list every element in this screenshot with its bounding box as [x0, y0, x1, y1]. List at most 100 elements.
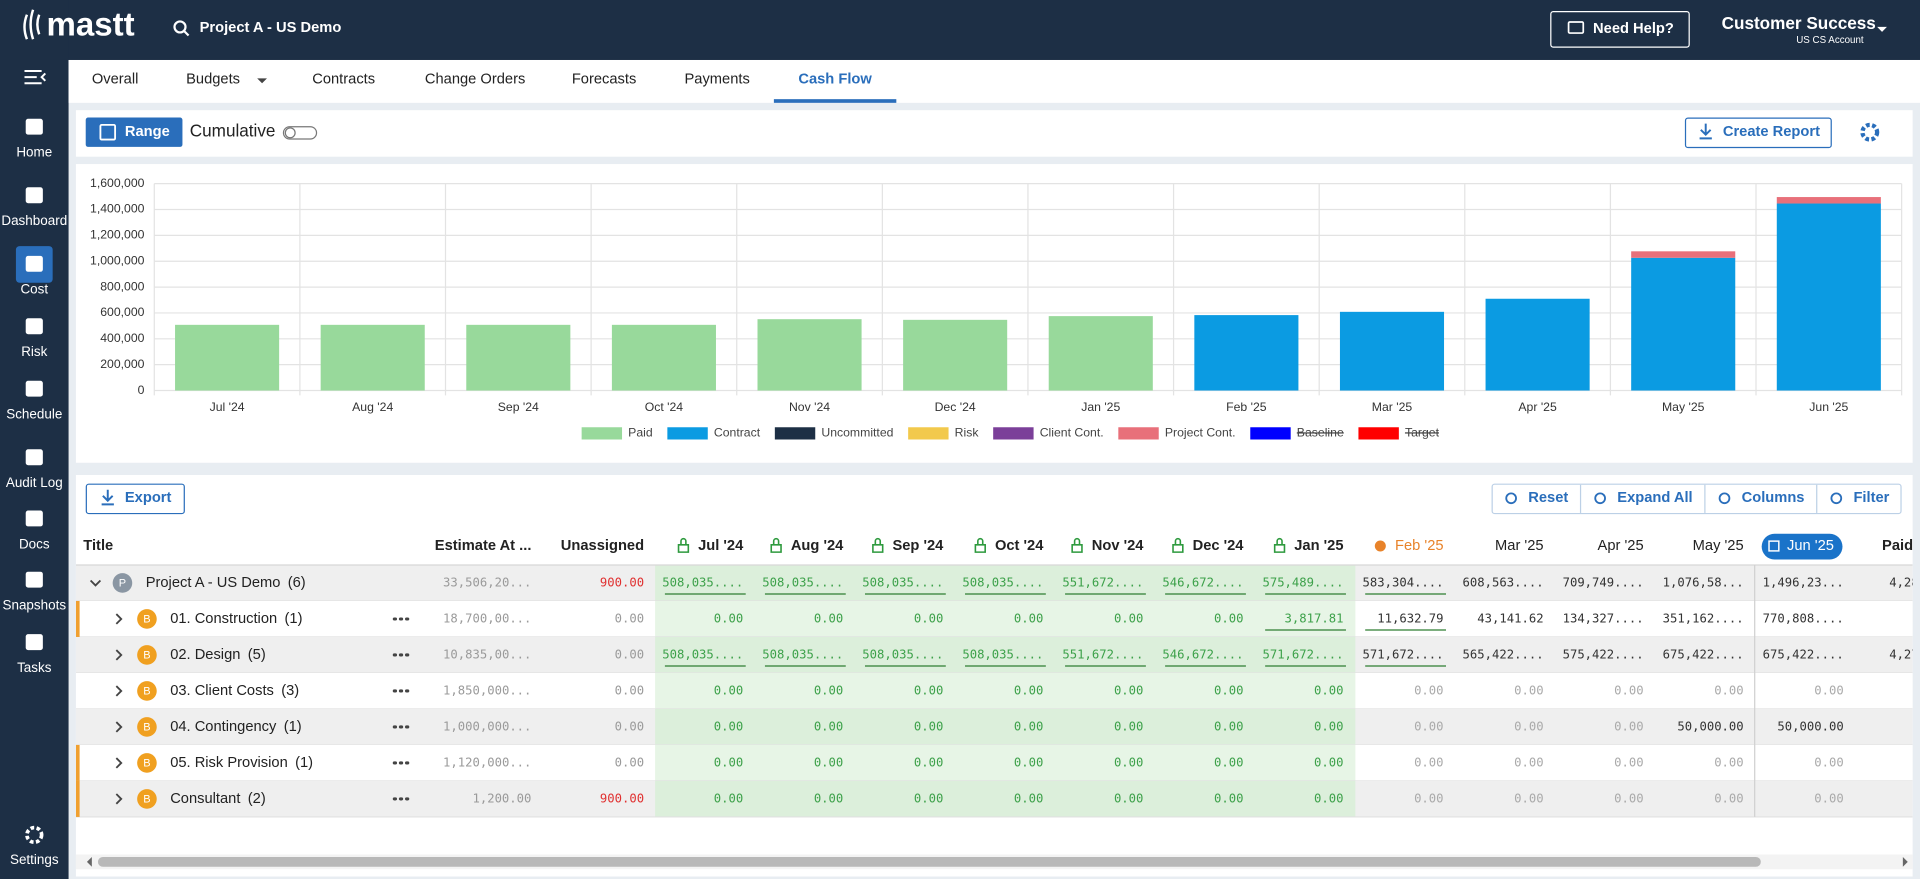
legend-swatch[interactable]	[993, 427, 1034, 440]
cumulative-label: Cumulative	[190, 121, 276, 141]
chart-settings[interactable]	[1860, 122, 1880, 142]
row-title[interactable]: 04. Contingency	[170, 719, 277, 735]
nav-label[interactable]: Schedule	[6, 407, 62, 422]
header-cell[interactable]: Unassigned	[561, 538, 644, 554]
legend-label[interactable]: Uncommitted	[821, 426, 893, 440]
nav-label[interactable]: Snapshots	[2, 598, 66, 613]
nav-label[interactable]: Home	[16, 145, 52, 160]
tab[interactable]: Overall	[92, 71, 139, 87]
nav-label[interactable]: Cost	[20, 282, 48, 297]
header-cell[interactable]: Sep '24	[892, 538, 944, 554]
cell: 0.00	[1514, 719, 1543, 733]
menu-toggle[interactable]	[24, 70, 46, 85]
cell: 546,672....	[1162, 647, 1243, 661]
header-cell[interactable]: Paid '	[1882, 538, 1920, 554]
legend-label[interactable]: Target	[1405, 426, 1440, 440]
bar	[757, 319, 862, 391]
row-title[interactable]: Project A - US Demo	[146, 575, 281, 591]
nav-label[interactable]: Tasks	[17, 660, 52, 675]
tabs: Overall Budgets Contracts Change Orders Fore…	[92, 71, 897, 103]
nav-label[interactable]: Dashboard	[1, 213, 67, 228]
row-title[interactable]: 03. Client Costs	[170, 683, 274, 699]
tab[interactable]: Forecasts	[572, 71, 636, 87]
legend-label[interactable]: Paid	[628, 426, 653, 440]
legend-label[interactable]: Contract	[714, 426, 761, 440]
legend-swatch[interactable]	[1118, 427, 1159, 440]
expand-toggle[interactable]	[89, 579, 102, 587]
search-icon[interactable]	[173, 20, 187, 34]
header-cell[interactable]: Dec '24	[1193, 538, 1245, 554]
settings-label[interactable]: Settings	[10, 852, 59, 867]
nav-label[interactable]: Audit Log	[6, 475, 63, 490]
cell: 0.00	[1814, 755, 1843, 769]
legend-swatch[interactable]	[908, 427, 949, 440]
badge-letter: B	[143, 685, 150, 697]
cell: 508,035....	[962, 647, 1043, 661]
nav-label[interactable]: Docs	[19, 536, 50, 551]
legend-swatch[interactable]	[774, 427, 816, 440]
legend-label[interactable]: Project Cont.	[1165, 426, 1236, 440]
current-dot	[1374, 540, 1386, 552]
header-cell[interactable]: May '25	[1693, 538, 1744, 554]
legend-swatch[interactable]	[581, 427, 623, 440]
export-button[interactable]	[85, 483, 185, 515]
expand-toggle[interactable]	[115, 613, 123, 625]
cell: 508,035....	[862, 647, 943, 661]
tab[interactable]: Budgets	[186, 71, 240, 87]
sidebar-items: Home Dashboard Cost Risk Schedule Audit Log Do…	[1, 118, 67, 675]
tab[interactable]: Change Orders	[425, 71, 525, 87]
expand-toggle[interactable]	[115, 757, 123, 769]
header-cell[interactable]: Apr '25	[1598, 538, 1644, 554]
user-name[interactable]: Customer Success	[1722, 13, 1876, 33]
legend-label[interactable]: Client Cont.	[1040, 426, 1104, 440]
expand-toggle[interactable]	[115, 721, 123, 733]
x-tick-label: May '25	[1662, 400, 1705, 414]
header-cell[interactable]: Nov '24	[1092, 538, 1144, 554]
header-cell[interactable]: Aug '24	[791, 538, 844, 554]
header-cell[interactable]: Jul '24	[698, 538, 744, 554]
legend-swatch[interactable]	[667, 427, 708, 440]
header-cell[interactable]: Mar '25	[1495, 538, 1544, 554]
cell: 0.00	[1314, 719, 1343, 733]
legend-swatch[interactable]	[1358, 427, 1399, 440]
cell: 0.00	[714, 719, 743, 733]
scroll-thumb[interactable]	[97, 856, 1761, 867]
tab[interactable]: Cash Flow	[798, 71, 872, 87]
cell: 0.00	[1614, 791, 1643, 805]
header-cell[interactable]: Jun '25	[1787, 538, 1834, 554]
cell: 0.00	[1114, 719, 1143, 733]
expand-toggle[interactable]	[115, 685, 123, 697]
header-cell[interactable]: Feb '25	[1395, 538, 1444, 554]
expand-toggle[interactable]	[115, 793, 123, 805]
legend-label[interactable]: Risk	[955, 426, 980, 440]
cell: 0.00	[1814, 791, 1843, 805]
header-cell[interactable]: Jan '25	[1294, 538, 1343, 554]
row-title[interactable]: Consultant	[170, 791, 240, 807]
help-button[interactable]	[1550, 11, 1690, 48]
create-report-button[interactable]	[1684, 117, 1832, 149]
row-title[interactable]: 01. Construction	[170, 611, 277, 627]
sidebar	[0, 0, 69, 879]
action-button[interactable]	[1492, 485, 1581, 513]
cell: 608,563....	[1463, 575, 1544, 589]
project-name[interactable]: Project A - US Demo	[200, 20, 342, 36]
cell: 551,672....	[1062, 647, 1143, 661]
table: Title Estimate At ... Unassigned Jul '24 Aug…	[75, 533, 1920, 818]
nav-label[interactable]: Risk	[21, 344, 47, 359]
cell: 0.00	[1214, 611, 1243, 625]
legend-label[interactable]: Baseline	[1297, 426, 1344, 440]
cell: 11,632.79	[1377, 611, 1443, 625]
action-button[interactable]	[1817, 485, 1902, 513]
row-title[interactable]: 02. Design	[170, 647, 240, 663]
cell: 0.00	[1114, 683, 1143, 697]
action-button[interactable]	[1705, 485, 1817, 513]
header-cell[interactable]: Estimate At ...	[435, 538, 532, 554]
action-button[interactable]	[1581, 485, 1705, 513]
user-caret[interactable]	[1877, 26, 1887, 32]
tab[interactable]: Payments	[684, 71, 749, 87]
tab[interactable]: Contracts	[312, 71, 375, 87]
header-cell[interactable]: Oct '24	[995, 538, 1044, 554]
expand-toggle[interactable]	[115, 649, 123, 661]
legend-swatch[interactable]	[1250, 427, 1291, 440]
row-title[interactable]: 05. Risk Provision	[170, 755, 288, 771]
